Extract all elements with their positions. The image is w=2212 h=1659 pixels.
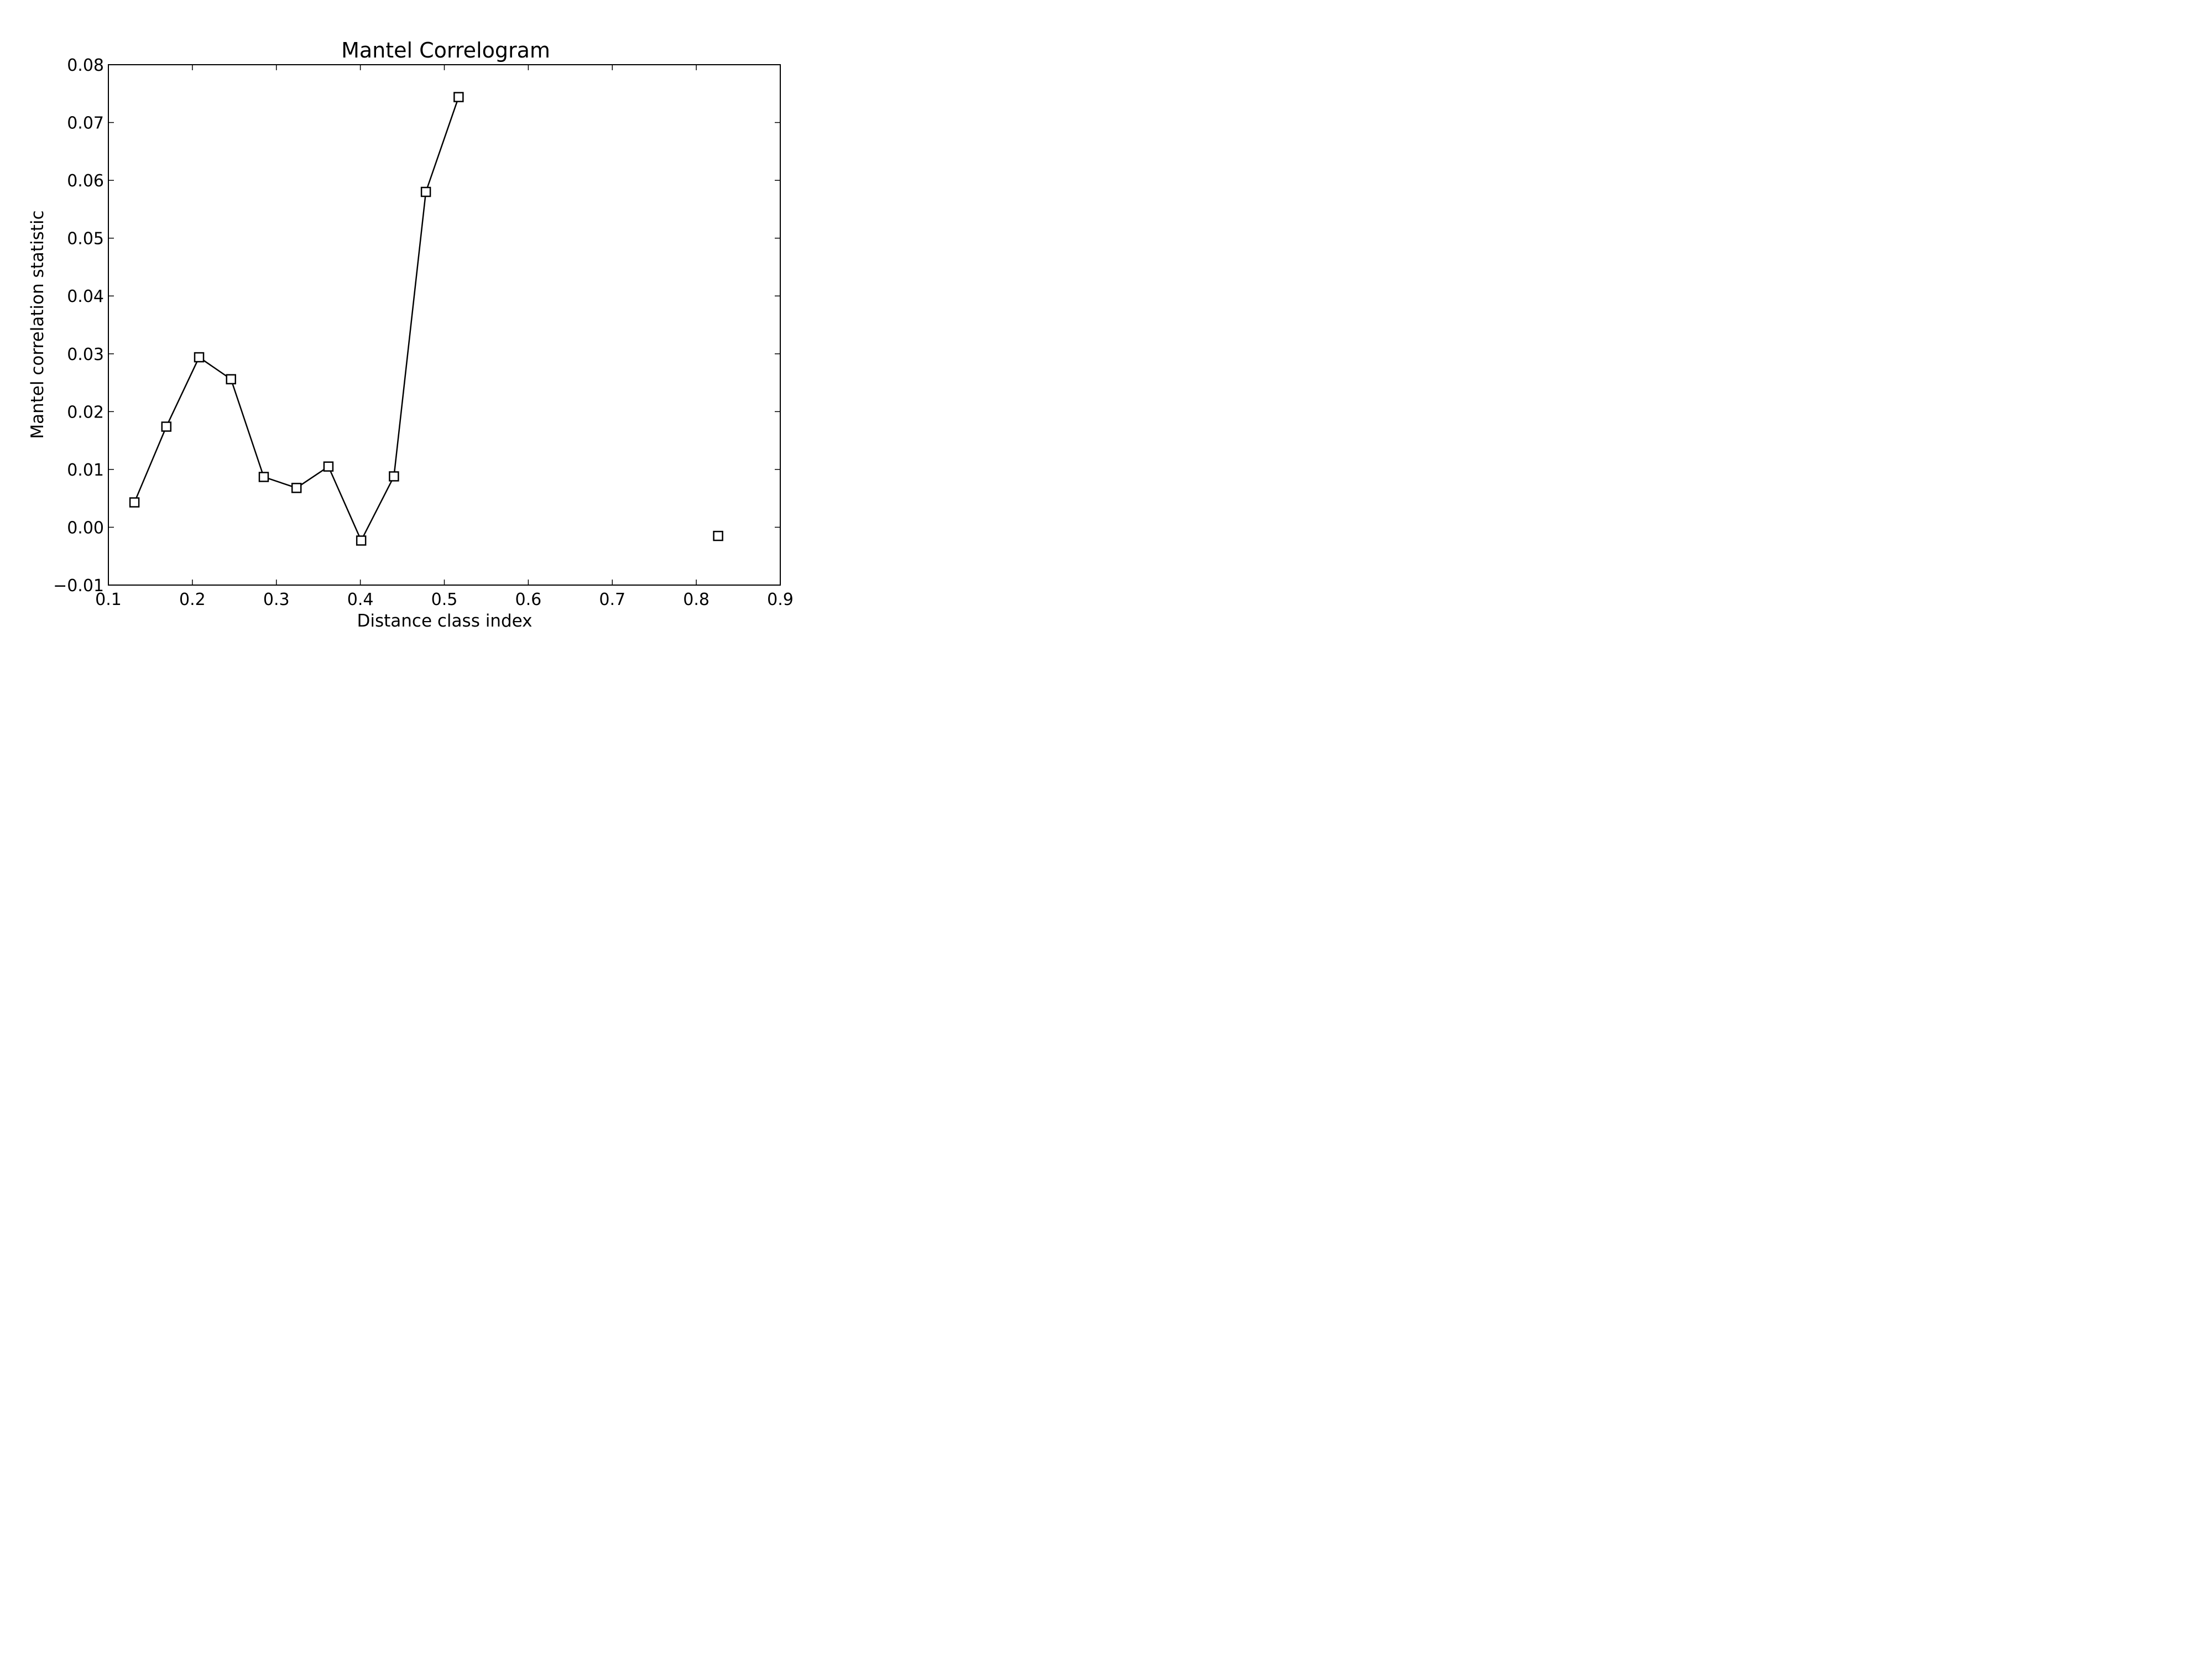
y-tick-label: 0.04 [67,287,104,306]
x-tick-label: 0.7 [599,590,625,609]
x-tick-label: 0.6 [515,590,542,609]
x-tick-label: 0.9 [767,590,794,609]
y-axis-label: Mantel correlation statistic [28,210,48,439]
y-tick-label: 0.05 [67,229,104,249]
y-tick-label: 0.02 [67,403,104,422]
x-tick-label: 0.8 [683,590,709,609]
axis-tick-labels: 0.1 0.2 0.3 0.4 0.5 0.6 0.7 0.8 0.9 −0.01 0.00 0.01… [53,56,794,609]
y-tick-label: −0.01 [53,576,104,596]
data-point-marker [713,530,723,541]
y-tick-label: 0.00 [67,518,104,538]
y-tick-label: 0.01 [67,461,104,480]
x-axis-label: Distance class index [357,611,532,631]
x-tick-label: 0.4 [347,590,374,609]
y-tick-label: 0.03 [67,345,104,364]
data-point-marker [129,497,140,508]
data-point-marker [194,352,205,363]
data-series [129,92,723,546]
y-tick-label: 0.08 [67,56,104,75]
y-tick-label: 0.06 [67,171,104,191]
figure-background [0,0,856,642]
x-tick-label: 0.2 [179,590,206,609]
data-point-marker [356,535,367,546]
data-point-marker [453,92,464,102]
y-tick-label: 0.07 [67,114,104,133]
data-point-marker [258,472,269,482]
data-point-marker [161,421,172,432]
x-tick-label: 0.1 [95,590,122,609]
data-point-marker [291,483,302,493]
data-point-marker [420,186,431,197]
plot-frame [108,64,781,586]
x-tick-label: 0.3 [263,590,290,609]
mantel-correlogram-chart: Mantel Correlogram 0.1 0.2 0.3 0.4 0.5 0.6 0.7… [0,0,856,642]
x-tick-label: 0.5 [431,590,458,609]
data-point-marker [226,374,236,385]
data-point-marker [323,461,334,472]
chart-title: Mantel Correlogram [341,38,550,62]
data-point-marker [389,471,399,482]
